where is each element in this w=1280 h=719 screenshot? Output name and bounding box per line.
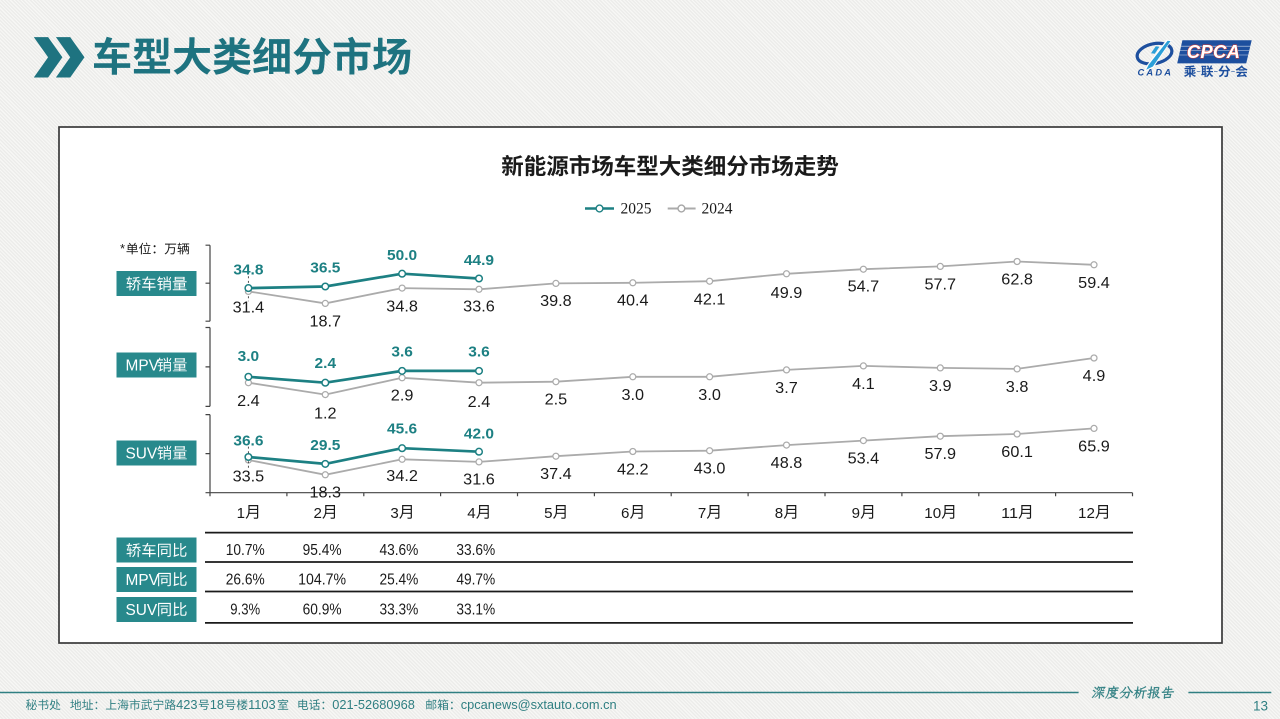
svg-text:*: * xyxy=(120,241,125,256)
svg-text:2: 2 xyxy=(314,505,322,522)
svg-text:65.9: 65.9 xyxy=(1078,438,1110,455)
svg-text:2.5: 2.5 xyxy=(545,392,568,409)
svg-text:45.6: 45.6 xyxy=(387,422,417,438)
svg-text:MPV: MPV xyxy=(126,358,160,375)
svg-text:42.2: 42.2 xyxy=(617,462,649,479)
svg-text:53.4: 53.4 xyxy=(848,451,880,468)
svg-text:42.0: 42.0 xyxy=(464,426,494,442)
svg-text:40.4: 40.4 xyxy=(617,293,649,310)
svg-text:CADA: CADA xyxy=(1138,68,1174,78)
svg-text:10: 10 xyxy=(924,505,941,522)
svg-text:2025: 2025 xyxy=(621,201,652,218)
svg-text:33.6: 33.6 xyxy=(463,299,495,316)
svg-text:5: 5 xyxy=(544,505,552,522)
svg-text:1.2: 1.2 xyxy=(314,406,337,423)
svg-text:cpcanews@sxtauto.com.cn: cpcanews@sxtauto.com.cn xyxy=(461,697,617,712)
svg-text:3: 3 xyxy=(390,505,398,522)
svg-text:3.8: 3.8 xyxy=(1006,379,1029,396)
svg-text:12: 12 xyxy=(1078,505,1095,522)
svg-text:11: 11 xyxy=(1001,505,1018,522)
svg-text:34.8: 34.8 xyxy=(233,263,263,279)
svg-text:3.0: 3.0 xyxy=(622,387,645,404)
svg-text:9.3%: 9.3% xyxy=(230,602,260,619)
svg-text:33.1%: 33.1% xyxy=(456,602,495,619)
svg-text:57.9: 57.9 xyxy=(925,446,957,463)
svg-text:4.9: 4.9 xyxy=(1083,368,1106,385)
svg-text:95.4%: 95.4% xyxy=(303,542,342,559)
svg-text:31.6: 31.6 xyxy=(463,471,495,488)
svg-text:49.7%: 49.7% xyxy=(456,572,495,589)
svg-text:33.3%: 33.3% xyxy=(379,602,418,619)
svg-text:62.8: 62.8 xyxy=(1001,272,1033,289)
svg-text:1: 1 xyxy=(237,505,245,522)
svg-text:10.7%: 10.7% xyxy=(226,542,265,559)
svg-text:SUV: SUV xyxy=(126,602,158,619)
svg-text:57.7: 57.7 xyxy=(925,277,957,294)
svg-text:33.6%: 33.6% xyxy=(456,542,495,559)
svg-text:2.4: 2.4 xyxy=(315,356,337,372)
svg-text:2024: 2024 xyxy=(702,201,733,218)
svg-text:3.6: 3.6 xyxy=(468,344,490,360)
svg-text:49.9: 49.9 xyxy=(771,285,803,302)
svg-text:4.1: 4.1 xyxy=(852,376,875,393)
svg-text:26.6%: 26.6% xyxy=(226,572,265,589)
svg-text:021-52680968: 021-52680968 xyxy=(332,697,415,712)
svg-text:43.6%: 43.6% xyxy=(379,542,418,559)
svg-text:18: 18 xyxy=(210,697,224,712)
svg-text:2.9: 2.9 xyxy=(391,388,414,405)
svg-text:1103: 1103 xyxy=(248,697,276,712)
svg-text:54.7: 54.7 xyxy=(848,279,880,296)
svg-text:2.4: 2.4 xyxy=(468,394,491,411)
svg-text:9: 9 xyxy=(852,505,860,522)
svg-text:48.8: 48.8 xyxy=(771,455,803,472)
svg-text:36.5: 36.5 xyxy=(310,261,340,277)
svg-text:MPV: MPV xyxy=(126,572,160,589)
svg-text:3.0: 3.0 xyxy=(238,349,260,365)
svg-text:44.9: 44.9 xyxy=(464,253,494,269)
svg-text:4: 4 xyxy=(467,505,475,522)
svg-text:CPCA: CPCA xyxy=(1187,41,1241,62)
svg-text:34.8: 34.8 xyxy=(386,298,418,315)
svg-text:50.0: 50.0 xyxy=(387,248,417,264)
svg-text:37.4: 37.4 xyxy=(540,466,572,483)
svg-text:3.6: 3.6 xyxy=(391,344,413,360)
svg-text:34.2: 34.2 xyxy=(386,468,418,485)
svg-text:8: 8 xyxy=(775,505,783,522)
svg-text:18.7: 18.7 xyxy=(310,313,342,330)
svg-text:60.9%: 60.9% xyxy=(303,602,342,619)
svg-text:59.4: 59.4 xyxy=(1078,275,1110,292)
svg-text:60.1: 60.1 xyxy=(1001,444,1033,461)
svg-text:42.1: 42.1 xyxy=(694,292,726,309)
svg-text:3.9: 3.9 xyxy=(929,378,952,395)
svg-text:2.4: 2.4 xyxy=(237,393,260,410)
svg-text:SUV: SUV xyxy=(126,446,158,463)
svg-text:104.7%: 104.7% xyxy=(298,572,346,589)
svg-text:31.4: 31.4 xyxy=(233,299,265,316)
svg-text:6: 6 xyxy=(621,505,629,522)
svg-text:33.5: 33.5 xyxy=(233,468,265,485)
svg-text:13: 13 xyxy=(1253,698,1268,713)
svg-text:25.4%: 25.4% xyxy=(379,572,418,589)
svg-text:7: 7 xyxy=(698,505,706,522)
svg-text:36.6: 36.6 xyxy=(233,433,263,449)
svg-text:3.0: 3.0 xyxy=(698,387,721,404)
svg-text:39.8: 39.8 xyxy=(540,293,572,310)
svg-text:18.3: 18.3 xyxy=(310,484,342,501)
svg-text:29.5: 29.5 xyxy=(310,438,340,454)
svg-text:43.0: 43.0 xyxy=(694,461,726,478)
svg-text:3.7: 3.7 xyxy=(775,380,798,397)
svg-text:423: 423 xyxy=(176,697,197,712)
